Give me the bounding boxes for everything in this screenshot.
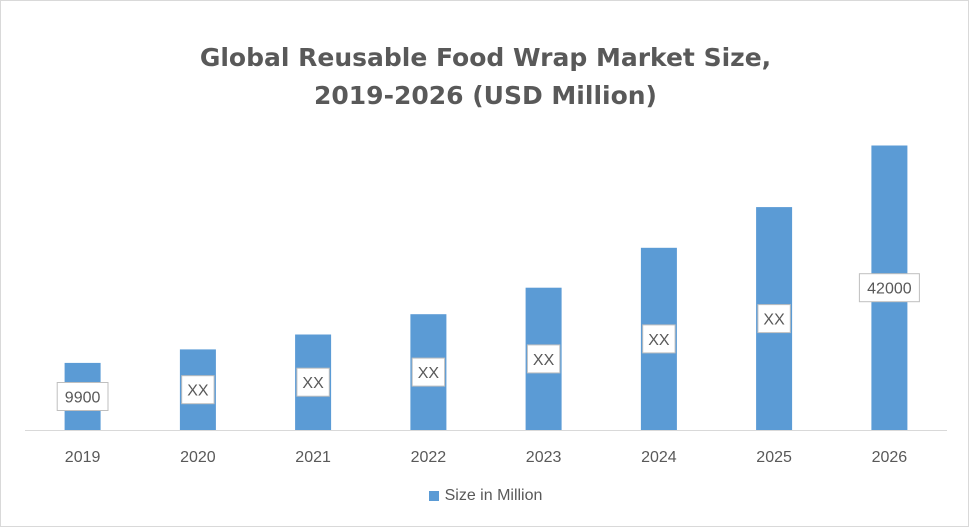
x-tick-label-2023: 2023 xyxy=(526,449,562,466)
data-label-2026: 42000 xyxy=(867,281,912,298)
chart-title-line-2: 2019-2026 (USD Million) xyxy=(314,81,657,110)
data-label-box-2024 xyxy=(642,324,676,354)
legend: Size in Million xyxy=(1,486,969,506)
data-label-box-2019 xyxy=(56,382,109,411)
data-label-2024: XX xyxy=(648,332,670,349)
x-tick-label-2019: 2019 xyxy=(65,449,101,466)
x-tick-label-2020: 2020 xyxy=(180,449,216,466)
data-label-2025: XX xyxy=(763,312,785,329)
data-label-box-2020 xyxy=(181,375,215,405)
data-label-2023: XX xyxy=(533,352,555,369)
x-tick-label-2026: 2026 xyxy=(872,449,908,466)
x-tick-label-2025: 2025 xyxy=(756,449,792,466)
x-tick-label-2021: 2021 xyxy=(295,449,331,466)
data-label-box-2025 xyxy=(757,304,791,334)
x-tick-label-2024: 2024 xyxy=(641,449,677,466)
data-label-box-2026 xyxy=(858,273,920,303)
x-tick-label-2022: 2022 xyxy=(411,449,447,466)
chart-title: Global Reusable Food Wrap Market Size, 2… xyxy=(1,39,969,115)
legend-label: Size in Million xyxy=(444,487,543,504)
data-label-box-2023 xyxy=(526,344,561,374)
data-label-2022: XX xyxy=(418,365,440,382)
legend-swatch xyxy=(428,491,439,501)
data-label-box-2022 xyxy=(411,357,446,387)
data-label-2020: XX xyxy=(187,383,209,400)
data-label-2021: XX xyxy=(302,375,324,392)
chart-title-line-1: Global Reusable Food Wrap Market Size, xyxy=(199,43,772,72)
data-label-box-2021 xyxy=(296,367,330,397)
data-label-2019: 9900 xyxy=(65,390,101,407)
